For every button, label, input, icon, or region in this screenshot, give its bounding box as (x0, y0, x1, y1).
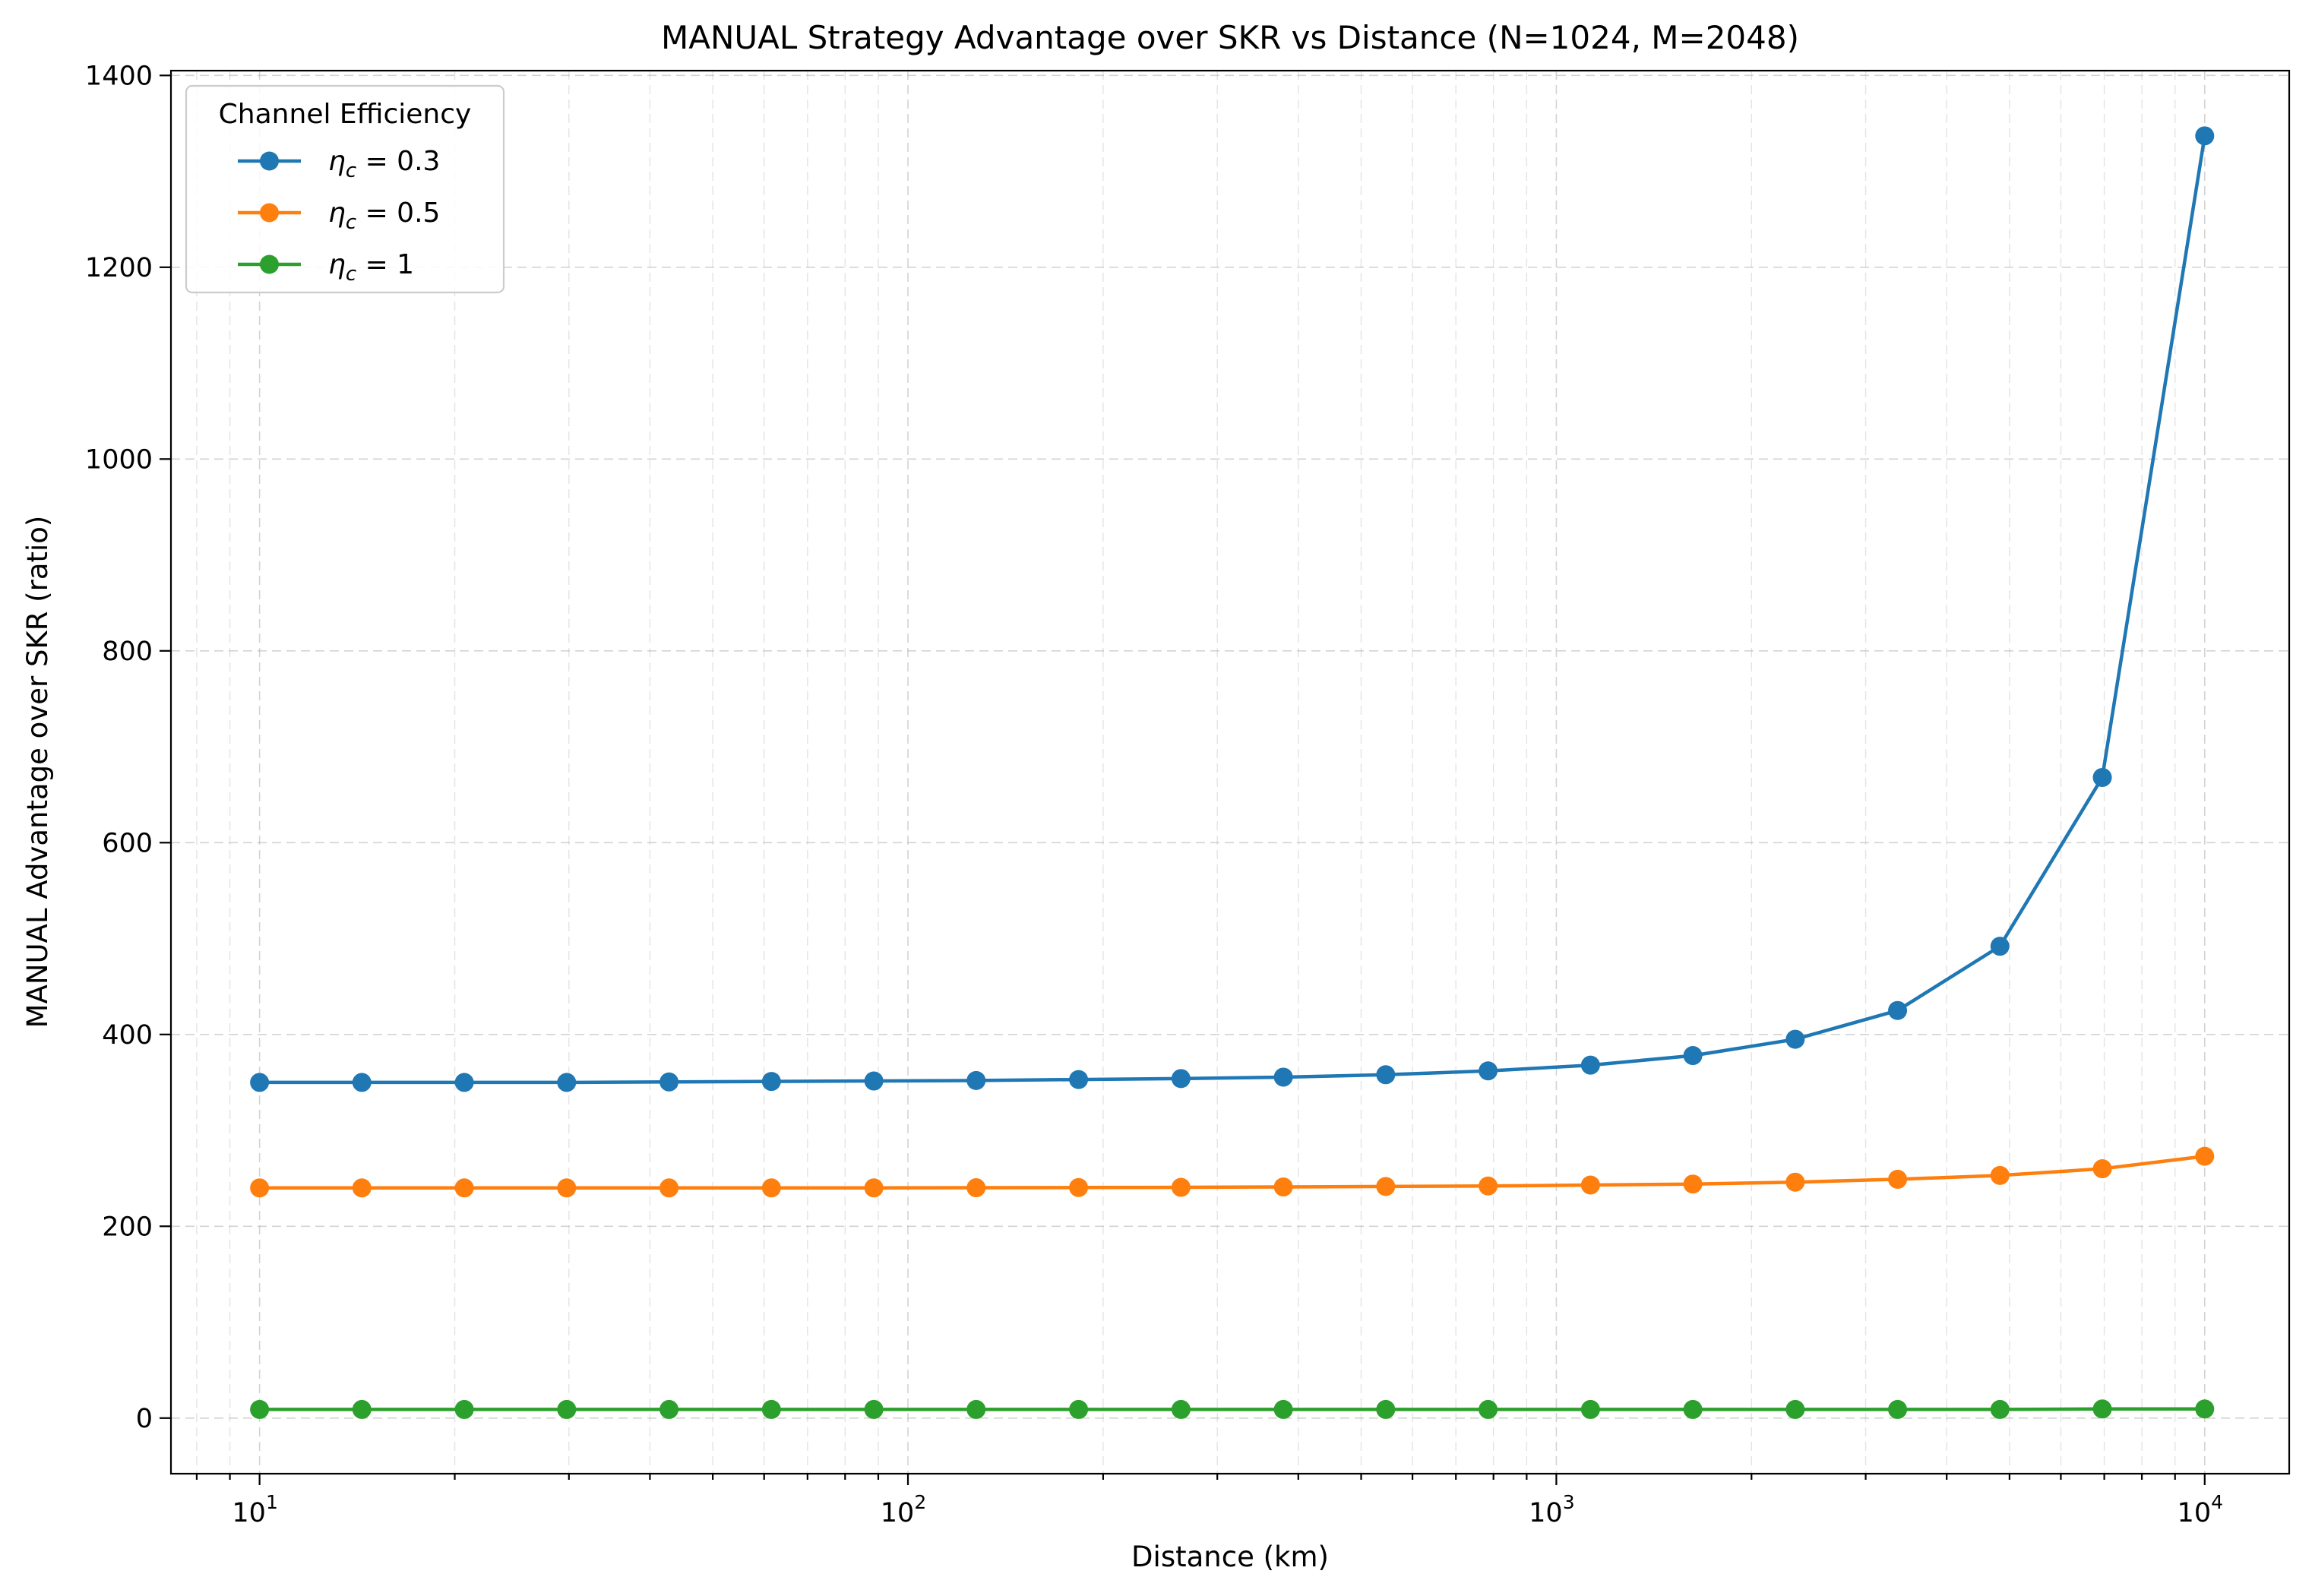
grid (171, 71, 2289, 1474)
legend: Channel Efficiency ηc = 0.3ηc = 0.5ηc = … (185, 84, 505, 294)
chart-title: MANUAL Strategy Advantage over SKR vs Di… (661, 19, 1799, 56)
data-point (1888, 1169, 1908, 1189)
legend-label: ηc = 0.5 (328, 198, 440, 234)
data-point (250, 1399, 270, 1419)
legend-marker (260, 254, 279, 274)
data-point (659, 1072, 679, 1092)
data-point (1888, 1399, 1908, 1419)
data-point (966, 1399, 986, 1419)
data-point (966, 1070, 986, 1090)
data-point (1171, 1399, 1191, 1419)
data-point (2092, 767, 2112, 787)
y-tick-label: 600 (102, 828, 153, 858)
data-point (1069, 1399, 1089, 1419)
series-3 (250, 1399, 2215, 1419)
legend-entry: ηc = 0.3 (238, 146, 440, 182)
data-point (1479, 1399, 1498, 1419)
y-tick-label: 1200 (85, 253, 153, 283)
data-point (1990, 937, 2010, 956)
data-point (966, 1178, 986, 1198)
data-point (1069, 1070, 1089, 1089)
data-point (1376, 1065, 1396, 1085)
data-point (659, 1178, 679, 1198)
data-point (1376, 1177, 1396, 1196)
data-point (1683, 1046, 1703, 1066)
data-point (1580, 1055, 1600, 1075)
legend-marker (260, 151, 279, 171)
data-point (864, 1071, 884, 1091)
y-tick-label: 1400 (85, 61, 153, 91)
legend-box (185, 84, 505, 294)
data-point (250, 1073, 270, 1092)
data-point (864, 1178, 884, 1198)
legend-entry: ηc = 1 (238, 249, 414, 286)
data-point (2195, 1146, 2215, 1166)
legend-entry: ηc = 0.5 (238, 198, 440, 234)
data-point (352, 1178, 372, 1198)
x-tick-label: 101 (232, 1491, 277, 1528)
data-point (1069, 1177, 1089, 1197)
data-point (1990, 1399, 2010, 1419)
legend-entries: ηc = 0.3 ηc = 0.5 ηc = 1 (238, 146, 440, 286)
data-point (2092, 1159, 2112, 1179)
data-point (2092, 1399, 2112, 1419)
y-tick-label: 400 (102, 1020, 153, 1051)
y-tick-label: 200 (102, 1212, 153, 1242)
y-tick-label: 0 (136, 1404, 153, 1434)
data-point (761, 1178, 781, 1198)
axes-ticks: 101 102 103 104 0 200 400 600 800 1000 1200 1400 (85, 61, 2223, 1528)
data-point (659, 1399, 679, 1419)
data-point (557, 1073, 577, 1092)
data-point (1376, 1399, 1396, 1419)
legend-title: Channel Efficiency (219, 99, 472, 130)
data-point (1479, 1061, 1498, 1081)
legend-label: ηc = 0.3 (328, 146, 440, 182)
data-point (1990, 1165, 2010, 1185)
data-point (1171, 1069, 1191, 1089)
data-point (454, 1073, 474, 1092)
data-point (250, 1178, 270, 1198)
data-point (1888, 1000, 1908, 1020)
data-point (454, 1399, 474, 1419)
data-point (1785, 1172, 1805, 1192)
data-point (1580, 1175, 1600, 1195)
series-line (259, 1154, 2206, 1190)
data-point (1479, 1176, 1498, 1196)
data-point (761, 1072, 781, 1092)
series-2 (250, 1146, 2215, 1198)
data-point (454, 1178, 474, 1198)
legend-label: ηc = 1 (328, 249, 414, 286)
data-point (2195, 1399, 2215, 1419)
y-tick-label: 1000 (85, 444, 153, 475)
x-axis-label: Distance (km) (1131, 1541, 1329, 1573)
data-point (1785, 1029, 1805, 1049)
series-line (259, 1407, 2205, 1411)
data-point (557, 1178, 577, 1198)
data-point (864, 1399, 884, 1419)
plot-area-frame (169, 69, 2291, 1475)
data-point (2195, 126, 2215, 146)
data-point (352, 1399, 372, 1419)
data-point (761, 1399, 781, 1419)
legend-marker (260, 203, 279, 223)
data-point (1273, 1067, 1293, 1087)
series-line (259, 135, 2207, 1085)
data-point (1273, 1177, 1293, 1197)
data-point (557, 1399, 577, 1419)
y-tick-label: 800 (102, 637, 153, 667)
y-axis-label: MANUAL Advantage over SKR (ratio) (21, 516, 54, 1029)
x-tick-label: 104 (2178, 1491, 2223, 1528)
data-point (1273, 1399, 1293, 1419)
data-point (352, 1073, 372, 1092)
data-point (1580, 1399, 1600, 1419)
x-tick-label: 103 (1529, 1491, 1574, 1528)
data-point (1171, 1177, 1191, 1197)
series-lines (250, 126, 2215, 1419)
series-1 (250, 126, 2215, 1092)
data-point (1683, 1174, 1703, 1194)
data-point (1683, 1399, 1703, 1419)
x-tick-label: 102 (881, 1491, 926, 1528)
data-point (1785, 1399, 1805, 1419)
